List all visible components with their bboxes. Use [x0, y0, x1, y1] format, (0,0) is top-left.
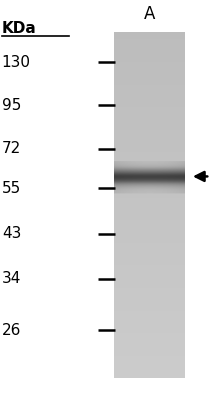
Text: 34: 34	[2, 272, 21, 286]
Text: 95: 95	[2, 98, 21, 113]
Text: 26: 26	[2, 323, 21, 338]
Text: A: A	[144, 4, 155, 22]
Text: 72: 72	[2, 141, 21, 156]
Text: 55: 55	[2, 181, 21, 196]
Text: KDa: KDa	[2, 21, 36, 36]
Text: 130: 130	[2, 54, 31, 70]
Text: 43: 43	[2, 226, 21, 241]
